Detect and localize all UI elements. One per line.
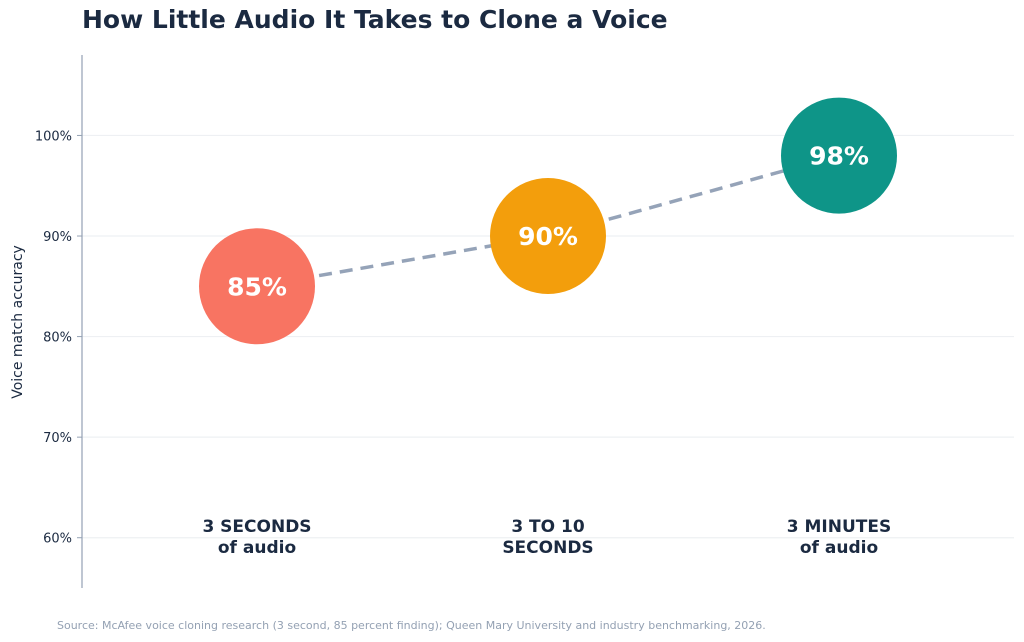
category-label: 3 MINUTES bbox=[787, 517, 891, 537]
bubble-value-label: 98% bbox=[809, 142, 869, 171]
y-tick-label: 90% bbox=[43, 230, 72, 245]
bubble bbox=[199, 228, 315, 345]
category-label: of audio bbox=[218, 538, 296, 558]
source-note: Source: McAfee voice cloning research (3… bbox=[57, 619, 766, 632]
category-label: SECONDS bbox=[502, 538, 593, 558]
bubble bbox=[781, 97, 897, 214]
y-tick-label: 80% bbox=[43, 331, 72, 346]
category-label: of audio bbox=[800, 538, 878, 558]
bubble-value-label: 90% bbox=[518, 222, 578, 251]
y-axis: 60% 70% 80% 90% 100% bbox=[35, 55, 83, 588]
bubble-value-label: 85% bbox=[227, 272, 287, 301]
y-tick-label: 100% bbox=[35, 129, 72, 144]
chart-title: How Little Audio It Takes to Clone a Voi… bbox=[82, 5, 668, 34]
y-tick-label: 60% bbox=[43, 532, 72, 547]
category-label: 3 TO 10 bbox=[511, 517, 585, 537]
bubbles: 85% 90% 98% bbox=[199, 97, 897, 345]
category-label: 3 SECONDS bbox=[202, 517, 311, 537]
y-axis-label: Voice match accuracy bbox=[10, 245, 26, 399]
bubble bbox=[490, 178, 606, 295]
y-tick-label: 70% bbox=[43, 431, 72, 446]
